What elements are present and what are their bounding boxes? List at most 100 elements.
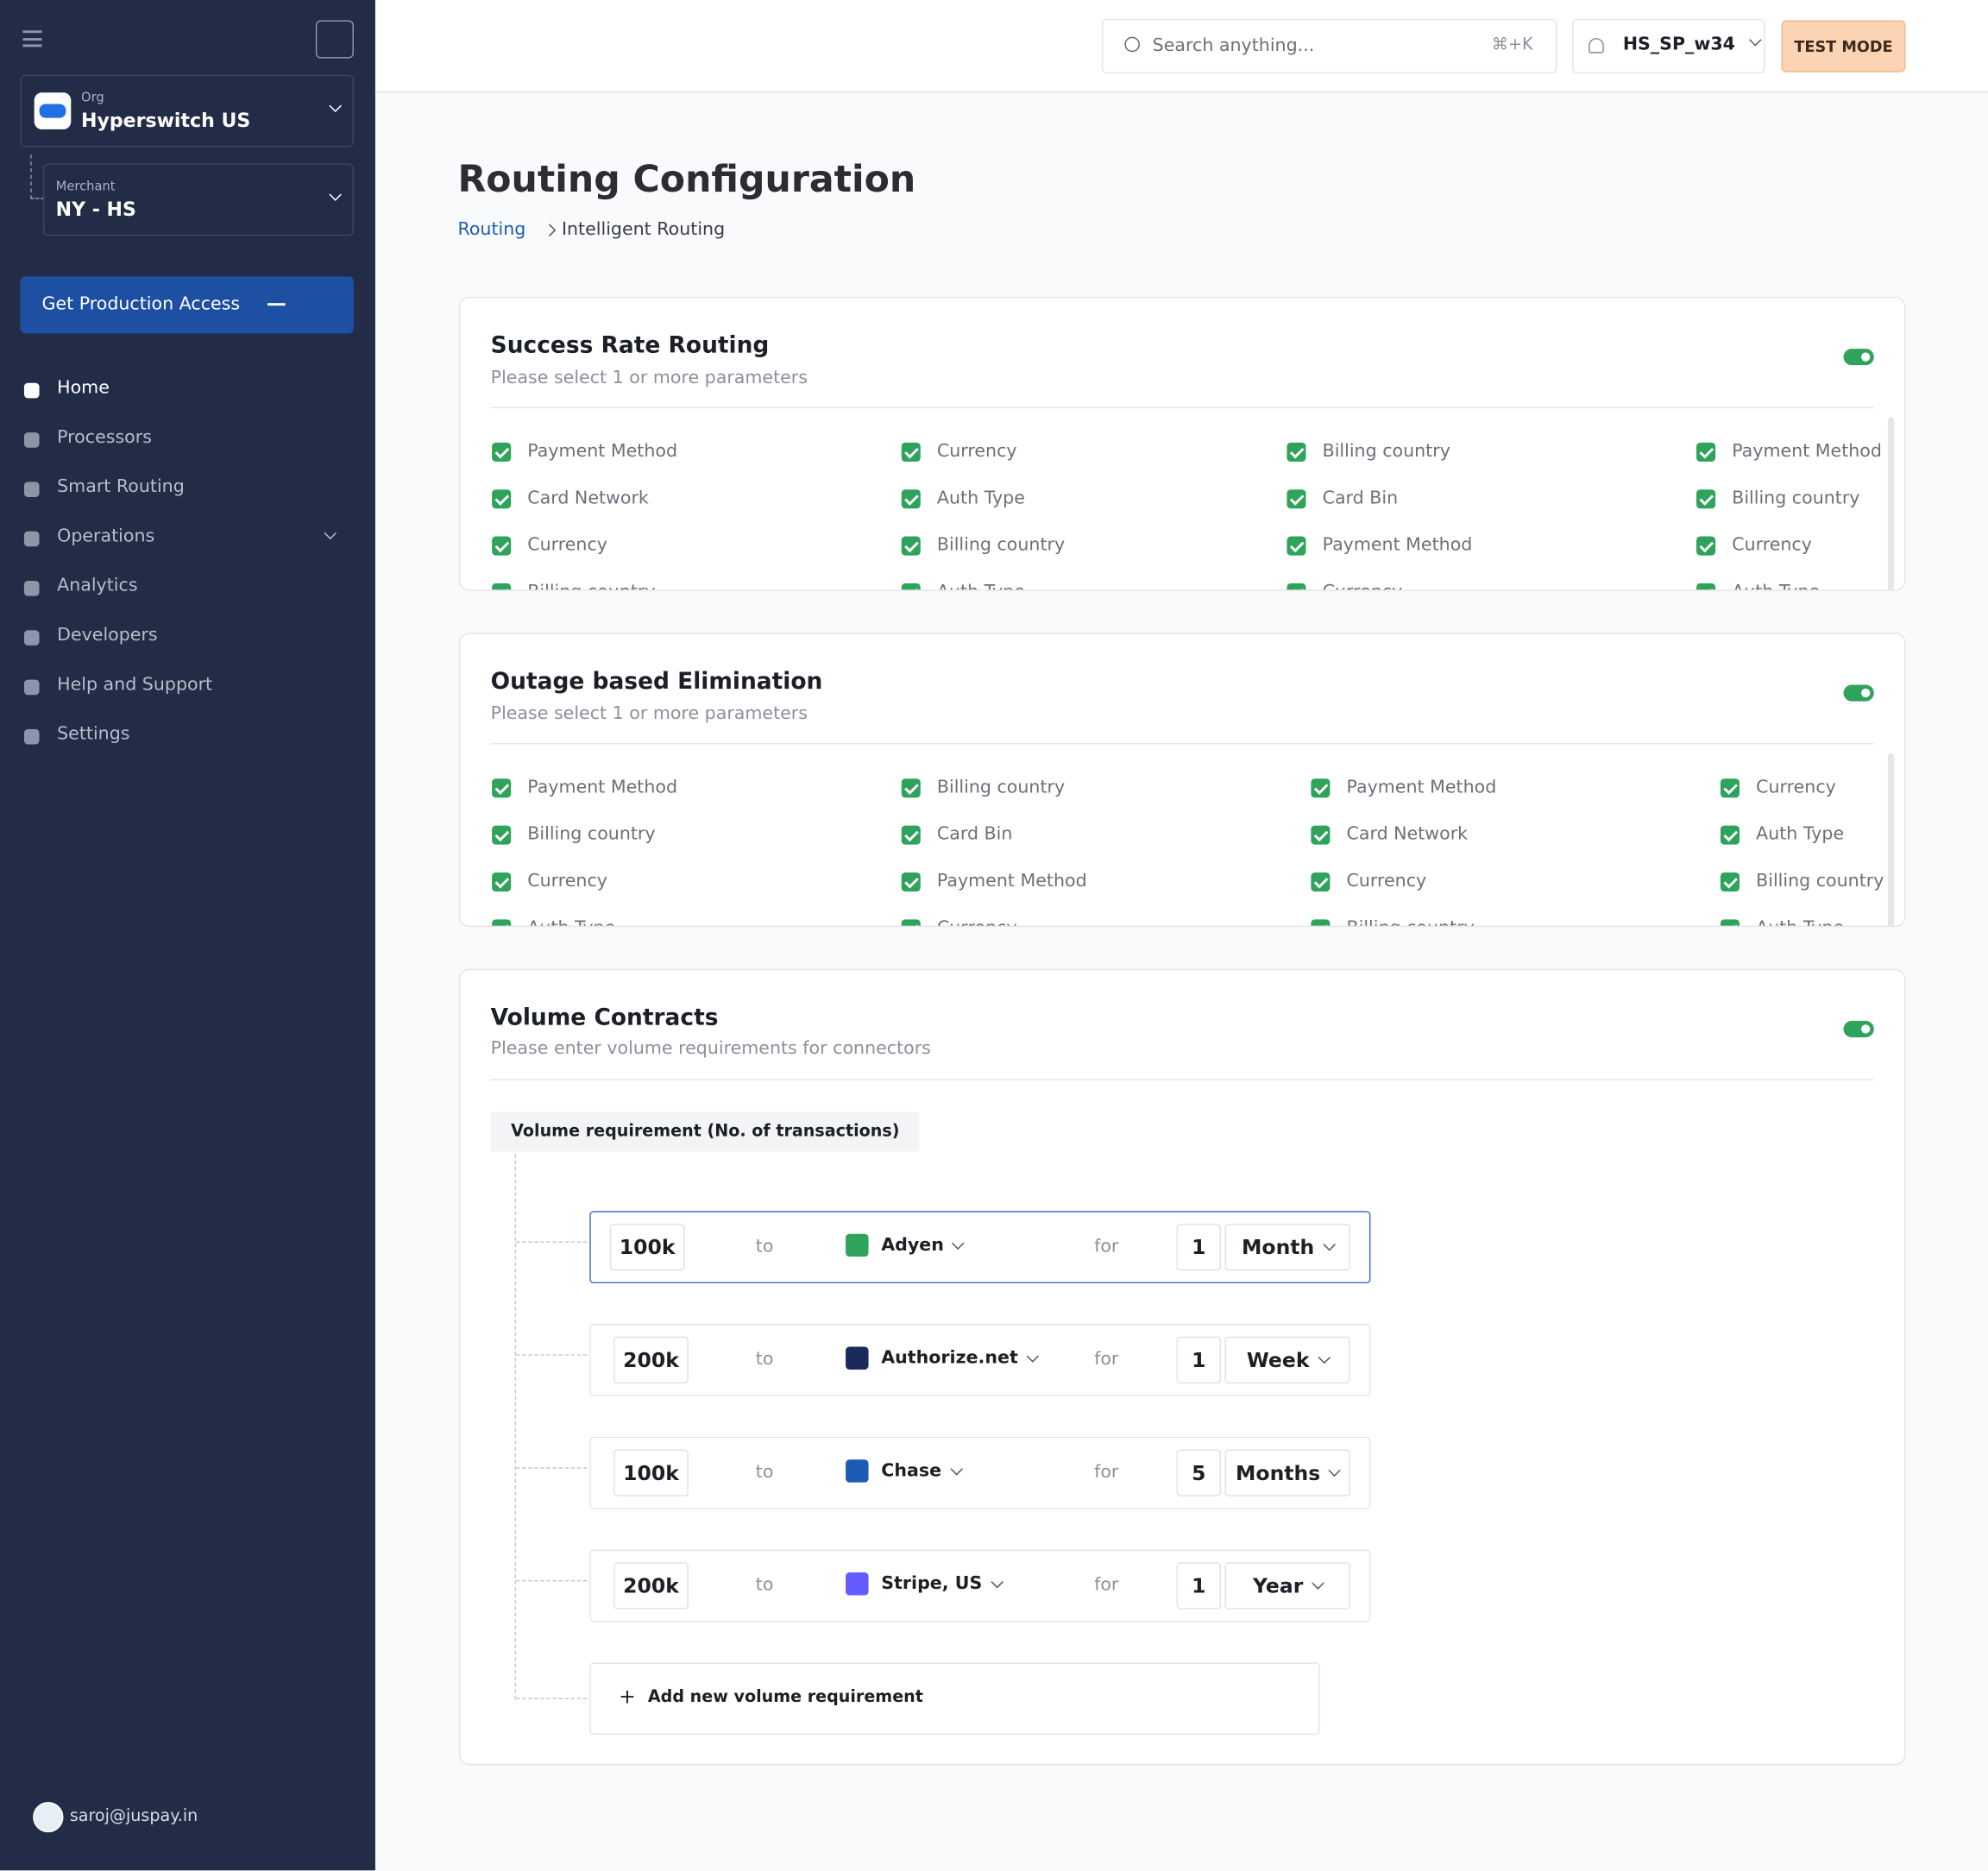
parameter-option[interactable]: Payment Method: [492, 778, 677, 798]
parameter-option[interactable]: Auth Type: [1720, 824, 1844, 845]
production-access-button[interactable]: Get Production Access: [20, 276, 354, 334]
period-select[interactable]: Year: [1224, 1562, 1350, 1610]
count-input[interactable]: 1: [1176, 1223, 1222, 1271]
parameter-option[interactable]: Card Bin: [901, 824, 1012, 845]
amount-input[interactable]: 100k: [613, 1449, 689, 1496]
parameter-option[interactable]: Payment Method: [901, 871, 1087, 891]
nav-item[interactable]: Operations: [57, 526, 155, 547]
parameter-label: Payment Method: [1732, 441, 1882, 462]
parameter-option[interactable]: Currency: [1720, 778, 1836, 798]
amount-input[interactable]: 200k: [613, 1562, 689, 1610]
parameter-option[interactable]: Billing country: [1287, 441, 1450, 462]
parameter-option[interactable]: Billing country: [901, 535, 1065, 556]
period-select[interactable]: Month: [1224, 1223, 1350, 1271]
parameter-option[interactable]: Currency: [1287, 582, 1402, 590]
parameter-option[interactable]: Payment Method: [1287, 535, 1472, 556]
profile-switcher[interactable]: HS_SP_w34: [1572, 19, 1765, 74]
parameter-option[interactable]: Card Network: [492, 488, 649, 509]
period-select[interactable]: Week: [1224, 1336, 1350, 1384]
checkbox: [1287, 489, 1306, 509]
nav-item[interactable]: Analytics: [57, 576, 138, 596]
volume-row[interactable]: 200k to Stripe, US for 1 Year: [589, 1549, 1371, 1622]
volume-row[interactable]: 100k to Chase for 5 Months: [589, 1436, 1371, 1509]
breadcrumb-separator: [543, 224, 557, 236]
checkbox: [1720, 778, 1740, 798]
org-label: Org: [81, 91, 104, 105]
nav-icon: [23, 679, 40, 696]
parameter-label: Auth Type: [1756, 918, 1844, 926]
parameter-option[interactable]: Auth Type: [901, 582, 1025, 590]
merchant-name: NY - HS: [55, 198, 136, 221]
parameter-option[interactable]: Billing country: [1720, 871, 1884, 891]
parameter-option[interactable]: Auth Type: [1696, 582, 1820, 590]
checkbox: [1311, 872, 1331, 891]
parameter-label: Payment Method: [936, 871, 1087, 891]
volume-row[interactable]: 100k to Adyen for 1 Month: [589, 1211, 1371, 1284]
connector-select[interactable]: Adyen: [846, 1233, 966, 1257]
parameter-option[interactable]: Payment Method: [1311, 778, 1496, 798]
nav-item[interactable]: Processors: [57, 427, 152, 448]
parameter-option[interactable]: Auth Type: [1720, 918, 1844, 926]
pin-button[interactable]: [315, 20, 354, 59]
parameter-option[interactable]: Billing country: [1696, 488, 1859, 509]
parameter-label: Currency: [1346, 871, 1427, 891]
nav-item[interactable]: Developers: [57, 625, 158, 646]
profile-icon: [1589, 38, 1604, 54]
volume-row[interactable]: 200k to Authorize.net for 1 Week: [589, 1324, 1371, 1396]
nav-item[interactable]: Home: [57, 377, 110, 399]
period-select[interactable]: Months: [1224, 1449, 1350, 1496]
parameter-option[interactable]: Billing country: [1311, 918, 1475, 926]
chevron: [1749, 34, 1762, 47]
parameter-option[interactable]: Currency: [492, 535, 607, 556]
parameter-option[interactable]: Currency: [1311, 871, 1426, 891]
period-label: Week: [1246, 1347, 1310, 1372]
nav-item[interactable]: Help and Support: [57, 674, 213, 696]
nav-icon: [23, 580, 40, 596]
amount-input[interactable]: 100k: [609, 1223, 685, 1271]
parameter-option[interactable]: Auth Type: [901, 488, 1025, 509]
routing-card: Success Rate Routing Please select 1 or m…: [458, 296, 1906, 591]
breadcrumb-link[interactable]: Routing: [457, 219, 526, 240]
toggle[interactable]: [1843, 1020, 1874, 1037]
page-title: Routing Configuration: [457, 157, 916, 201]
for-label: for: [1094, 1349, 1119, 1370]
parameter-option[interactable]: Currency: [1696, 535, 1812, 556]
nav-icon: [23, 630, 40, 646]
parameter-option[interactable]: Payment Method: [1696, 441, 1882, 462]
parameter-option[interactable]: Billing country: [901, 778, 1065, 798]
connector-select[interactable]: Authorize.net: [846, 1346, 1039, 1370]
parameter-label: Billing country: [1347, 918, 1475, 926]
amount-input[interactable]: 200k: [613, 1336, 689, 1384]
parameter-option[interactable]: Billing country: [492, 824, 656, 845]
add-requirement-button[interactable]: + Add new volume requirement: [589, 1662, 1320, 1736]
nav-item[interactable]: Smart Routing: [57, 476, 185, 498]
org-switcher[interactable]: Org Hyperswitch US: [20, 74, 354, 148]
connector-select[interactable]: Stripe, US: [846, 1572, 1003, 1596]
parameter-option[interactable]: Card Bin: [1287, 488, 1398, 509]
parameter-label: Currency: [527, 535, 607, 556]
parameter-label: Card Bin: [1322, 488, 1399, 509]
search-box[interactable]: Search anything... ⌘+K: [1101, 19, 1557, 74]
parameter-option[interactable]: Billing country: [492, 582, 656, 590]
merchant-switcher[interactable]: Merchant NY - HS: [42, 163, 354, 236]
tree-branch: [516, 1698, 588, 1699]
parameter-option[interactable]: Payment Method: [492, 441, 677, 462]
parameter-option[interactable]: Auth Type: [492, 918, 615, 926]
chevron: [1026, 1349, 1039, 1363]
nav-item[interactable]: Settings: [57, 724, 130, 745]
parameter-option[interactable]: Currency: [901, 441, 1017, 462]
menu-icon[interactable]: [22, 30, 42, 47]
volume-heading: Volume requirement (No. of transactions): [490, 1112, 920, 1152]
connector-select[interactable]: Chase: [846, 1459, 963, 1483]
toggle[interactable]: [1843, 349, 1874, 366]
checkbox: [492, 489, 512, 509]
parameter-option[interactable]: Currency: [492, 871, 607, 891]
toggle[interactable]: [1843, 684, 1874, 702]
count-input[interactable]: 1: [1176, 1336, 1222, 1384]
parameter-option[interactable]: Currency: [901, 918, 1017, 926]
count-input[interactable]: 5: [1176, 1449, 1222, 1496]
count-input[interactable]: 1: [1176, 1562, 1222, 1610]
parameter-option[interactable]: Card Network: [1311, 824, 1468, 845]
